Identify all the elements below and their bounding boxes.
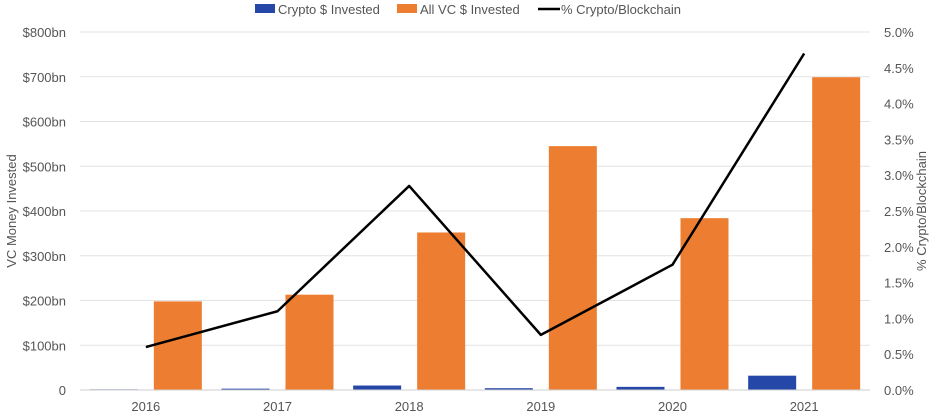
- y2-tick-label: 5.0%: [884, 25, 914, 40]
- all-vc-invested-bar: [548, 146, 597, 390]
- all-vc-invested-bar: [285, 294, 334, 390]
- all-vc-invested-bar: [417, 232, 466, 390]
- axes: 0 $100bn $200bn $300bn $400bn $500bn $600bn $70…: [4, 25, 929, 414]
- y2-tick-label: 1.5%: [884, 276, 914, 291]
- gridlines: [80, 31, 870, 346]
- y2-tick-label: 2.5%: [884, 204, 914, 219]
- y2-tick-label: 0.0%: [884, 383, 914, 398]
- legend-label: % Crypto/Blockchain: [561, 2, 681, 17]
- pct-crypto-line: [145, 52, 806, 349]
- crypto-invested-bar: [616, 386, 665, 390]
- all-vc-invested-bar: [812, 77, 861, 390]
- line-series: [145, 52, 806, 349]
- legend-swatch: [255, 4, 275, 13]
- x-tick-label: 2021: [790, 399, 819, 414]
- x-tick-label: 2017: [263, 399, 292, 414]
- x-tick-label: 2018: [395, 399, 424, 414]
- y2-tick-label: 3.5%: [884, 132, 914, 147]
- all-vc-invested-bar: [153, 301, 202, 390]
- y-tick-label: $600bn: [23, 115, 66, 130]
- legend-label: Crypto $ Invested: [278, 2, 380, 17]
- y2-tick-label: 1.0%: [884, 311, 914, 326]
- all-vc-invested-bar: [680, 218, 729, 390]
- crypto-invested-bar: [748, 375, 797, 390]
- y-tick-label: $800bn: [23, 25, 66, 40]
- y-tick-label: $200bn: [23, 294, 66, 309]
- legend-label: All VC $ Invested: [420, 2, 520, 17]
- y-tick-label: 0: [59, 383, 66, 398]
- y2-tick-label: 4.0%: [884, 97, 914, 112]
- y2-tick-label: 4.5%: [884, 61, 914, 76]
- y-axis-title: VC Money Invested: [4, 154, 19, 267]
- y2-tick-label: 3.0%: [884, 168, 914, 183]
- legend-swatch: [397, 4, 417, 13]
- crypto-invested-bar: [221, 388, 270, 390]
- y-tick-label: $500bn: [23, 159, 66, 174]
- bars: [89, 77, 861, 390]
- crypto-invested-bar: [353, 385, 402, 390]
- x-tick-label: 2016: [131, 399, 160, 414]
- y2-tick-label: 0.5%: [884, 347, 914, 362]
- y-tick-label: $300bn: [23, 249, 66, 264]
- y2-axis-title: % Crypto/Blockchain: [914, 151, 929, 271]
- y-tick-label: $700bn: [23, 70, 66, 85]
- legend: Crypto $ Invested All VC $ Invested % Cryp…: [255, 2, 681, 17]
- y2-tick-label: 2.0%: [884, 240, 914, 255]
- y-tick-label: $100bn: [23, 338, 66, 353]
- x-tick-label: 2019: [526, 399, 555, 414]
- crypto-invested-bar: [484, 388, 533, 390]
- x-tick-label: 2020: [658, 399, 687, 414]
- y-tick-label: $400bn: [23, 204, 66, 219]
